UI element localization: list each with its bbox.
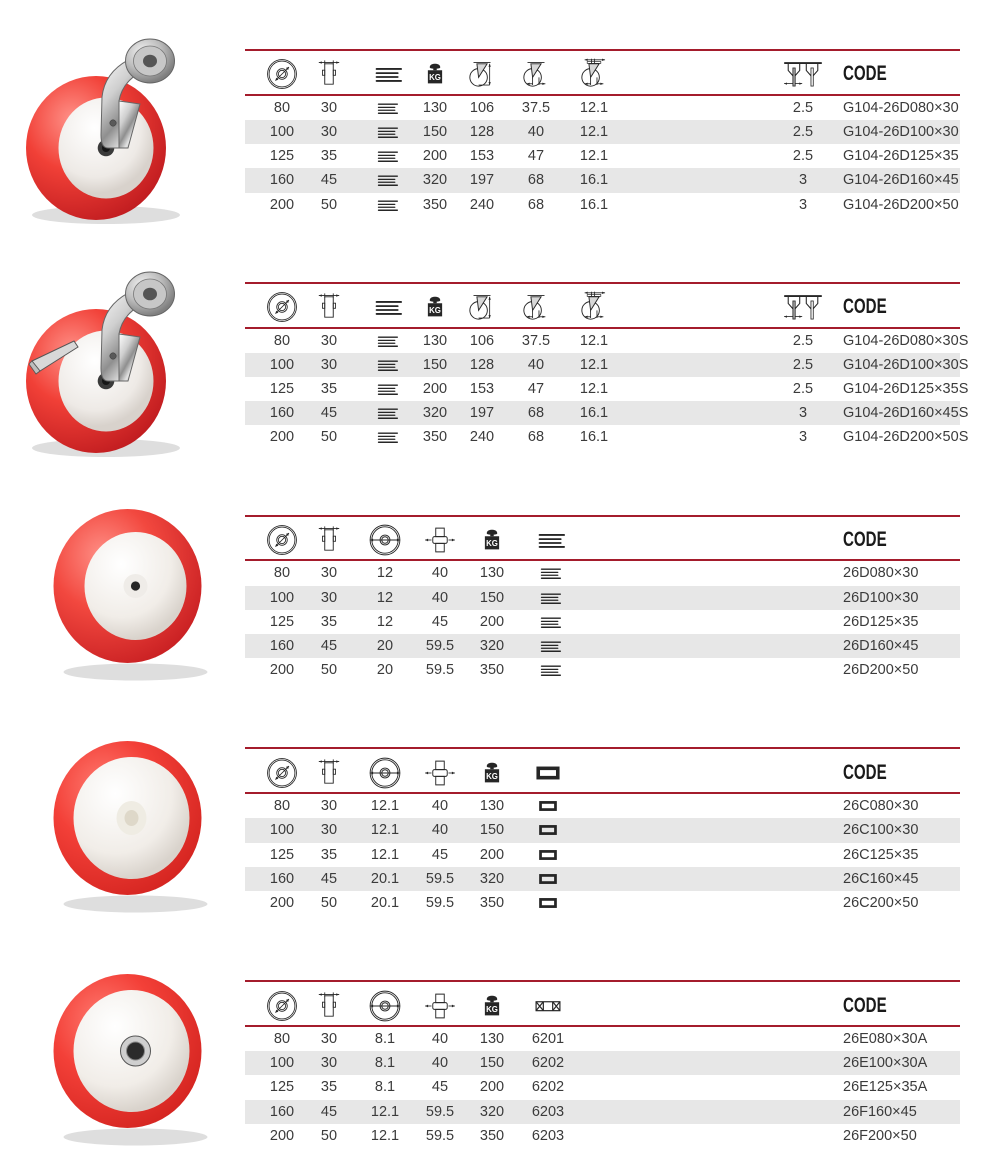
svg-text:KG: KG	[429, 306, 441, 315]
svg-text:KG: KG	[486, 539, 498, 548]
svg-text:KG: KG	[429, 74, 441, 83]
svg-text:KG: KG	[486, 1005, 498, 1014]
svg-text:KG: KG	[486, 772, 498, 781]
